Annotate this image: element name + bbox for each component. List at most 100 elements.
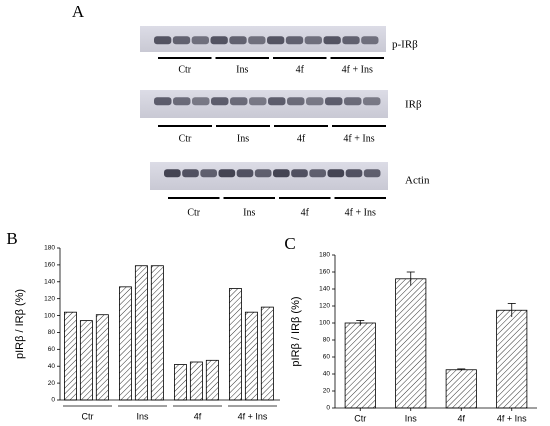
- blot-band: [344, 97, 362, 106]
- group-label: 4f: [301, 207, 310, 218]
- blot-band: [273, 169, 290, 178]
- bar: [205, 359, 219, 401]
- x-tick-label: Ctr: [82, 411, 94, 421]
- y-tick-label: 100: [319, 320, 330, 327]
- y-tick-label: 40: [48, 363, 56, 370]
- y-tick-label: 20: [323, 388, 331, 395]
- y-tick-label: 0: [51, 397, 55, 404]
- bar: [260, 306, 274, 401]
- bar: [445, 369, 477, 409]
- group-label: 4f + Ins: [342, 64, 373, 75]
- group-label: Ins: [243, 207, 255, 218]
- group-label: 4f: [297, 133, 306, 144]
- blot-band: [268, 97, 286, 106]
- blot-band: [182, 169, 199, 178]
- y-tick-label: 140: [319, 286, 330, 293]
- bar: [173, 364, 187, 401]
- x-tick-label: Ctr: [354, 413, 366, 423]
- group-label: 4f + Ins: [343, 133, 374, 144]
- blot-band: [309, 169, 326, 178]
- group-label: Ctr: [178, 64, 191, 75]
- panel-label: A: [72, 2, 85, 21]
- y-axis-label: pIRβ / IRβ (%): [290, 296, 302, 366]
- group-label: 4f + Ins: [345, 207, 376, 218]
- blot-band: [229, 36, 247, 45]
- y-axis-label: pIRβ / IRβ (%): [14, 289, 26, 359]
- y-tick-label: 120: [44, 295, 55, 302]
- y-tick-label: 0: [326, 405, 330, 412]
- blot-label: IRβ: [405, 99, 422, 111]
- blot-band: [327, 169, 345, 178]
- y-tick-label: 160: [319, 269, 330, 276]
- blot-band: [306, 97, 324, 106]
- y-tick-label: 60: [323, 354, 331, 361]
- blot-band: [154, 36, 172, 45]
- bar: [189, 361, 203, 401]
- blot-label: p-IRβ: [392, 39, 418, 51]
- blot-band: [218, 169, 236, 178]
- y-tick-label: 120: [319, 303, 330, 310]
- bar: [150, 265, 164, 401]
- panel-label: C: [284, 234, 295, 253]
- bar: [496, 309, 528, 409]
- y-tick-label: 160: [44, 262, 55, 269]
- panel-label: B: [6, 229, 17, 248]
- blot-band: [191, 36, 209, 45]
- blot-band: [342, 36, 360, 45]
- y-tick-label: 60: [48, 346, 56, 353]
- blot-band: [200, 169, 217, 178]
- bar: [95, 314, 109, 401]
- blot-band: [291, 169, 308, 178]
- bar: [134, 265, 148, 401]
- y-tick-label: 180: [319, 252, 330, 259]
- blot-band: [173, 97, 191, 106]
- bar: [119, 286, 132, 401]
- bar: [395, 278, 427, 409]
- group-label: Ctr: [187, 207, 200, 218]
- blot-band: [267, 36, 285, 45]
- bar: [244, 311, 258, 401]
- x-tick-label: Ins: [405, 413, 418, 423]
- y-tick-label: 80: [323, 337, 331, 344]
- blot-band: [154, 97, 172, 106]
- blot-band: [323, 36, 341, 45]
- y-tick-label: 140: [44, 278, 55, 285]
- x-tick-label: 4f: [194, 411, 202, 421]
- blot-band: [363, 97, 381, 106]
- group-label: Ins: [236, 64, 248, 75]
- blot-band: [285, 36, 304, 45]
- blot-band: [172, 36, 191, 45]
- blot-band: [230, 97, 248, 106]
- blot-band: [210, 36, 228, 45]
- blot-band: [363, 169, 381, 178]
- y-tick-label: 80: [48, 329, 56, 336]
- bar: [344, 322, 376, 409]
- blot-band: [249, 97, 267, 106]
- blot-band: [287, 97, 305, 106]
- blot-band: [248, 36, 266, 45]
- group-label: Ctr: [179, 133, 192, 144]
- y-tick-label: 180: [44, 245, 55, 252]
- x-tick-label: 4f + Ins: [497, 413, 527, 423]
- blot-band: [325, 97, 343, 106]
- blot-band: [192, 97, 210, 106]
- bar: [64, 311, 77, 401]
- bar: [228, 288, 242, 401]
- group-label: 4f: [296, 64, 305, 75]
- blot-band: [345, 169, 363, 178]
- y-tick-label: 100: [44, 312, 55, 319]
- blot-band: [236, 169, 254, 178]
- blot-band: [254, 169, 272, 178]
- blot-band: [211, 97, 229, 106]
- y-tick-label: 20: [48, 380, 56, 387]
- blot-band: [164, 169, 181, 178]
- group-label: Ins: [237, 133, 249, 144]
- x-tick-label: 4f + Ins: [238, 411, 268, 421]
- blot-label: Actin: [405, 175, 430, 187]
- blot-band: [361, 36, 379, 45]
- bar: [79, 320, 93, 401]
- x-tick-label: 4f: [457, 413, 465, 423]
- x-tick-label: Ins: [136, 411, 149, 421]
